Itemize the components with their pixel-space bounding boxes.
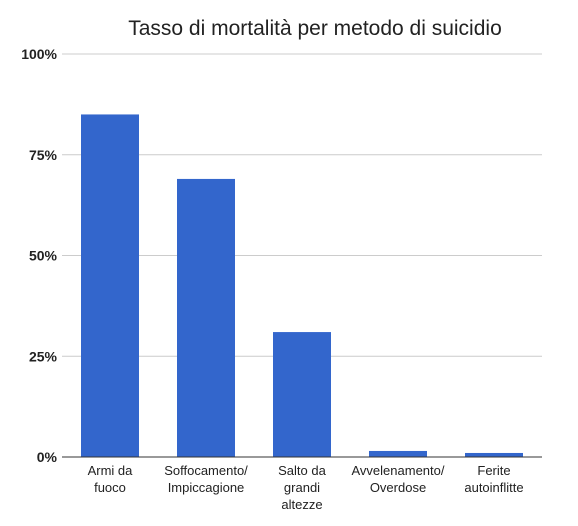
x-category-label-line: altezze bbox=[281, 497, 322, 512]
x-category-label: Soffocamento/Impiccagione bbox=[164, 463, 248, 495]
y-tick-label: 100% bbox=[21, 46, 57, 62]
bar bbox=[177, 178, 235, 457]
x-axis-categories: Armi da fuoco Soffocamento/Impiccagione Sal… bbox=[88, 463, 524, 512]
y-tick-label: 75% bbox=[29, 147, 58, 163]
x-category-label-line: Impiccagione bbox=[168, 480, 245, 495]
x-category-label: Avvelenamento/Overdose bbox=[352, 463, 445, 495]
x-category-label-line: Avvelenamento/ bbox=[352, 463, 445, 478]
y-tick-label: 50% bbox=[29, 248, 58, 264]
x-category-label-line: fuoco bbox=[94, 480, 126, 495]
x-category-label: Salto da grandi altezze bbox=[278, 463, 326, 512]
bar bbox=[81, 114, 139, 457]
x-category-label-line: Ferite bbox=[477, 463, 510, 478]
x-category-label-line: Overdose bbox=[370, 480, 426, 495]
x-category-label-line: Armi da bbox=[88, 463, 134, 478]
x-category-label-line: autoinflitte bbox=[464, 480, 523, 495]
x-category-label-line: grandi bbox=[284, 480, 320, 495]
chart-title: Tasso di mortalità per metodo di suicidi… bbox=[128, 17, 502, 40]
y-tick-label: 25% bbox=[29, 348, 58, 364]
bar bbox=[273, 332, 331, 457]
x-category-label: Armi da fuoco bbox=[88, 463, 134, 495]
y-axis-ticks: 0% 25% 50% 75% 100% bbox=[21, 46, 57, 465]
x-category-label-line: Soffocamento/ bbox=[164, 463, 248, 478]
bar bbox=[369, 450, 427, 457]
x-category-label: Ferite autoinflitte bbox=[464, 463, 523, 495]
y-tick-label: 0% bbox=[37, 449, 58, 465]
bar bbox=[465, 452, 523, 457]
x-category-label-line: Salto da bbox=[278, 463, 326, 478]
bars bbox=[81, 114, 523, 457]
